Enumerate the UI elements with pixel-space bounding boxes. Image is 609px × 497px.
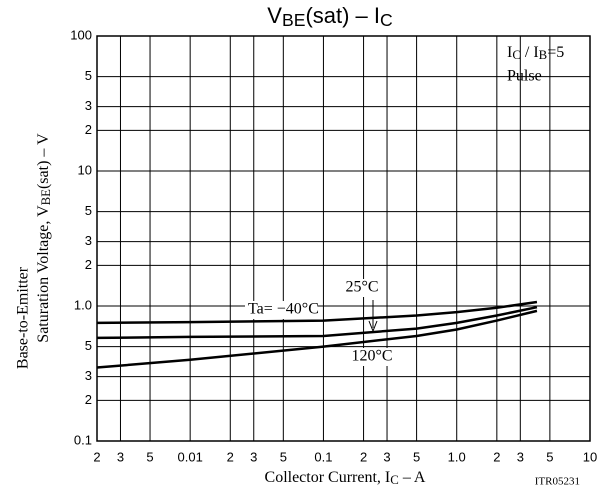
text-part: / I [521, 44, 539, 61]
x-tick-label: 5 [413, 449, 420, 464]
arrow-head [368, 320, 378, 333]
text-part: – A [399, 469, 426, 486]
y-axis-label: Base-to-Emitter [15, 266, 32, 369]
text-part: (sat) – I [305, 3, 380, 28]
text-part: V [267, 3, 282, 28]
x-tick-label: 10 [583, 449, 597, 464]
y-tick-label: 10 [78, 162, 92, 177]
y-tick-label: 2 [85, 122, 92, 137]
y-tick-label: 100 [70, 27, 92, 42]
y-tick-label: 3 [85, 98, 92, 113]
subscript: C [380, 10, 393, 30]
series-label: 120°C [351, 348, 392, 365]
annotation-box [500, 37, 588, 91]
x-tick-label: 5 [280, 449, 287, 464]
y-tick-label: 2 [85, 257, 92, 272]
text-part: (sat) – V [35, 133, 52, 189]
y-tick-label: 5 [85, 68, 92, 83]
x-tick-label: 3 [117, 449, 124, 464]
label-background [245, 301, 318, 319]
label-background [351, 348, 393, 366]
y-axis-label: Saturation Voltage, VBE(sat) – V [35, 133, 54, 343]
series-line [96, 305, 538, 340]
y-tick-label: 3 [85, 233, 92, 248]
label-background [344, 279, 380, 297]
text-part: I [507, 44, 512, 61]
x-tick-label: 1.0 [448, 449, 466, 464]
x-tick-label: 0.1 [314, 449, 332, 464]
x-tick-label: 3 [383, 449, 390, 464]
plot-area [96, 35, 591, 442]
x-tick-label: 2 [227, 449, 234, 464]
x-axis-label: Collector Current, IC – A [265, 469, 426, 488]
y-tick-label: 0.1 [74, 432, 92, 447]
x-tick-label: 3 [517, 449, 524, 464]
annotation: IC / IB=5 [507, 44, 564, 63]
series-line [96, 300, 538, 325]
x-tick-label: 5 [546, 449, 553, 464]
y-tick-label: 5 [85, 203, 92, 218]
series-line [96, 309, 538, 369]
chart-title: VBE(sat) – IC [267, 3, 393, 30]
y-tick-label: 3 [85, 368, 92, 383]
subscript: C [512, 48, 521, 62]
subscript: BE [39, 189, 53, 206]
x-tick-label: 0.01 [178, 449, 203, 464]
text-part: Collector Current, I [265, 469, 391, 486]
subscript: BE [282, 10, 305, 30]
y-tick-label: 2 [85, 392, 92, 407]
series-label: Ta= −40°C [248, 301, 319, 318]
x-tick-label: 3 [250, 449, 257, 464]
text-part: Saturation Voltage, V [35, 205, 52, 343]
y-tick-label: 1.0 [74, 297, 92, 312]
plot-frame [96, 35, 591, 442]
subscript: B [539, 48, 548, 62]
x-tick-label: 2 [493, 449, 500, 464]
text-part: =5 [547, 44, 564, 61]
y-tick-label: 5 [85, 338, 92, 353]
figure-code: ITR05231 [535, 476, 580, 488]
x-tick-label: 2 [93, 449, 100, 464]
x-tick-label: 2 [360, 449, 367, 464]
series-label: 25°C [345, 279, 378, 296]
x-tick-label: 5 [146, 449, 153, 464]
subscript: C [390, 473, 399, 487]
